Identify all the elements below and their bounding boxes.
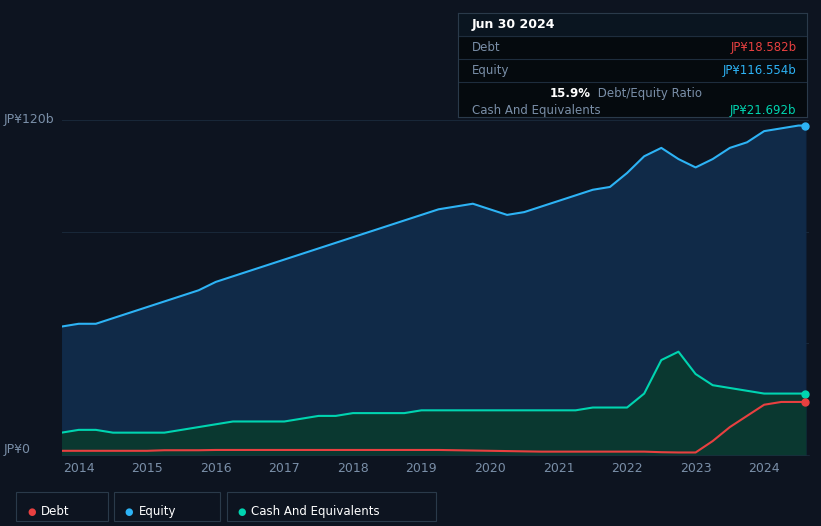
Text: Cash And Equivalents: Cash And Equivalents [251,505,380,518]
Text: Equity: Equity [139,505,177,518]
Text: Cash And Equivalents: Cash And Equivalents [472,104,601,117]
Text: ●: ● [125,507,133,517]
Text: ●: ● [27,507,35,517]
Text: Debt: Debt [472,41,501,54]
Text: JP¥120b: JP¥120b [4,114,55,126]
Text: 15.9%: 15.9% [550,87,591,100]
Text: ●: ● [237,507,245,517]
Text: Debt: Debt [41,505,70,518]
Text: JP¥116.554b: JP¥116.554b [722,65,796,77]
Text: Equity: Equity [472,65,510,77]
Text: Debt/Equity Ratio: Debt/Equity Ratio [594,87,702,100]
Text: JP¥21.692b: JP¥21.692b [730,104,796,117]
Text: JP¥18.582b: JP¥18.582b [731,41,796,54]
Text: JP¥0: JP¥0 [4,443,31,456]
Text: Jun 30 2024: Jun 30 2024 [472,17,556,31]
Bar [458,13,807,36]
